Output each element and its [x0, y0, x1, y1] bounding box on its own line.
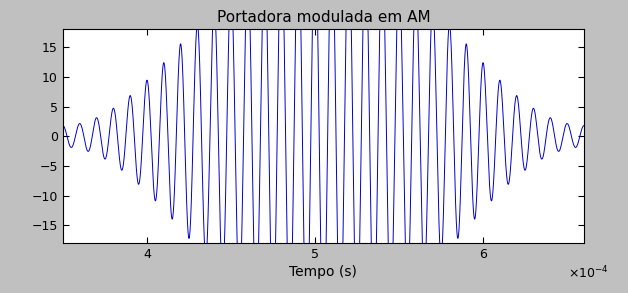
- X-axis label: Tempo (s): Tempo (s): [290, 265, 357, 279]
- Title: Portadora modulada em AM: Portadora modulada em AM: [217, 10, 430, 25]
- Text: $\times 10^{-4}$: $\times 10^{-4}$: [568, 265, 609, 281]
